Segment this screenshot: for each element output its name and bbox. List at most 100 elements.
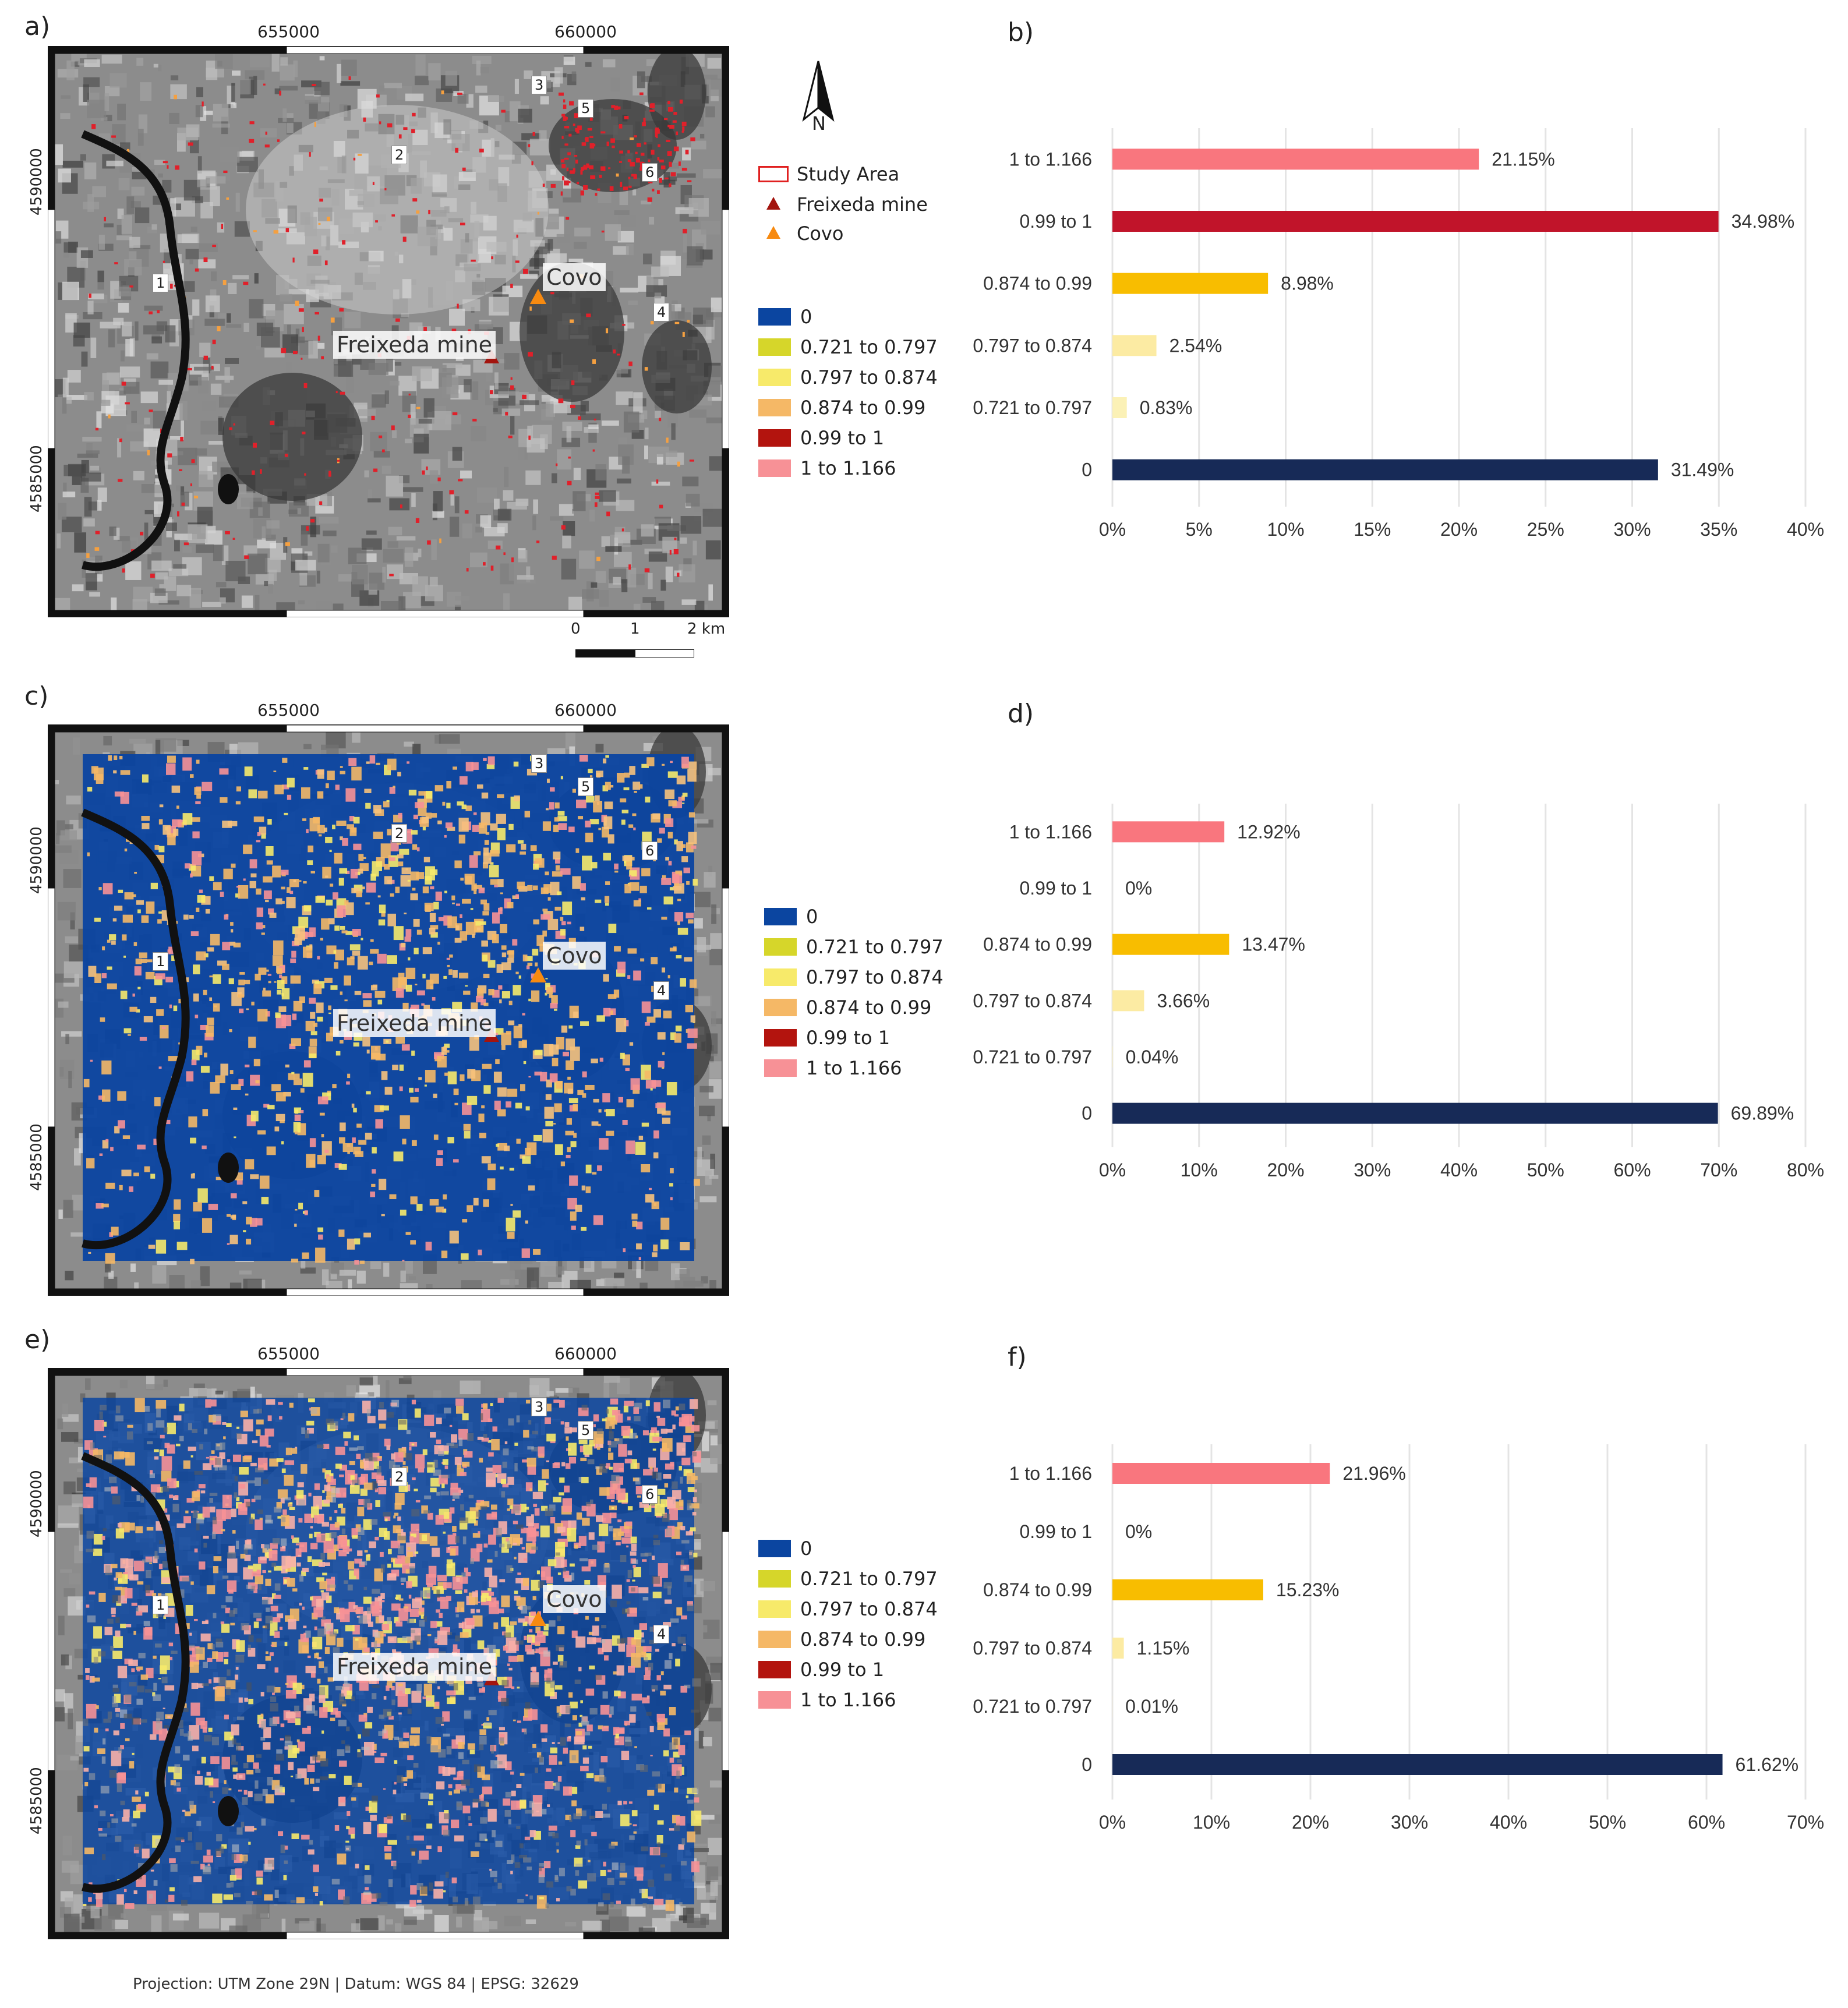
legend-label: 0.99 to 1 [800, 427, 885, 449]
x-tick-label: 40% [1490, 1812, 1527, 1833]
legend-swatch [758, 338, 791, 356]
y-coordinate-label: 4585000 [28, 1767, 45, 1834]
map-panel-a: 655000 660000 4590000 4585000 1 2 3 4 5 6 Covo Frei… [28, 17, 729, 617]
category-label: 0.874 to 0.99 [983, 934, 1092, 955]
legend-label: 1 to 1.166 [806, 1057, 902, 1079]
site-number-label: 1 [153, 274, 169, 292]
legend-item: 0 [764, 906, 818, 928]
panel-label-b: b) [1008, 17, 1034, 47]
legend-swatch [764, 999, 797, 1016]
bar [1112, 1638, 1124, 1659]
map-panel-e: 655000 660000 4590000 4585000 1 2 3 4 5 6 Covo Frei… [28, 1339, 729, 1939]
panel-label-f: f) [1008, 1342, 1027, 1372]
freixeda-mine-label: Freixeda mine [333, 1009, 496, 1037]
class-legend-c: 0 0.721 to 0.797 0.797 to 0.874 0.874 to 0.… [764, 906, 997, 1086]
site-number-label: 5 [578, 777, 594, 796]
category-label: 1 to 1.166 [1009, 149, 1092, 169]
site-number-label: 3 [531, 754, 547, 773]
site-number-label: 2 [391, 1468, 408, 1486]
x-tick-label: 35% [1700, 519, 1737, 540]
x-coordinate-label: 660000 [554, 701, 617, 720]
x-tick-label: 20% [1440, 519, 1478, 540]
bar-chart-b: 0% 5% 10% 15% 20% 25% 30% 35% 40% 1 to 1.166 21.15… [944, 116, 1846, 559]
freixeda-mine-label: Freixeda mine [333, 331, 496, 359]
bar-chart-f: 0% 10% 20% 30% 40% 50% 60% 70% 1 to 1.166 21.96% 0… [944, 1433, 1846, 1852]
covo-label: Covo [543, 263, 606, 291]
category-label: 0.99 to 1 [1019, 1521, 1092, 1542]
site-number-label: 2 [391, 824, 408, 843]
legend-item: 0.99 to 1 [764, 1027, 890, 1049]
bar [1112, 990, 1144, 1012]
north-arrow: N [792, 55, 845, 143]
x-tick-label: 25% [1527, 519, 1564, 540]
x-tick-label: 20% [1292, 1812, 1329, 1833]
category-label: 0.797 to 0.874 [973, 335, 1092, 356]
x-tick-label: 40% [1440, 1159, 1478, 1180]
x-tick-label: 0% [1099, 1159, 1126, 1180]
y-coordinate-label: 4585000 [28, 1123, 45, 1191]
value-label: 0.83% [1140, 397, 1193, 418]
y-coordinate-label: 4585000 [28, 445, 45, 512]
x-tick-label: 50% [1589, 1812, 1626, 1833]
legend-label: 0.874 to 0.99 [800, 1628, 926, 1650]
site-number-label: 6 [642, 842, 658, 860]
legend-item: 0.797 to 0.874 [764, 966, 944, 988]
triangle-icon [758, 193, 789, 215]
category-label: 0 [1082, 1754, 1092, 1775]
site-number-label: 1 [153, 1596, 169, 1614]
value-label: 8.98% [1281, 273, 1334, 294]
legend-swatch [758, 1570, 791, 1588]
value-label: 0% [1125, 878, 1152, 899]
legend-label: Study Area [797, 163, 900, 185]
value-label: 69.89% [1731, 1103, 1794, 1124]
legend-item: 0.721 to 0.797 [758, 336, 938, 358]
bar [1112, 211, 1719, 232]
x-tick-label: 60% [1688, 1812, 1725, 1833]
legend-item: 1 to 1.166 [758, 1689, 896, 1711]
x-coordinate-label: 655000 [257, 701, 320, 720]
site-number-label: 2 [391, 146, 408, 164]
panel-label-e: e) [24, 1325, 51, 1355]
site-number-label: 4 [653, 1625, 670, 1643]
site-number-label: 5 [578, 99, 594, 118]
category-label: 1 to 1.166 [1009, 821, 1092, 842]
legend-swatch [758, 1661, 791, 1678]
category-label: 0 [1082, 459, 1092, 480]
x-tick-label: 70% [1700, 1159, 1737, 1180]
value-label: 12.92% [1237, 821, 1301, 842]
bar [1112, 1047, 1113, 1067]
value-label: 1.15% [1137, 1638, 1190, 1659]
value-label: 21.15% [1492, 149, 1555, 169]
y-coordinate-label: 4590000 [28, 148, 45, 215]
legend-item: 0.797 to 0.874 [758, 366, 938, 388]
legend-swatch [764, 908, 797, 925]
value-label: 0.01% [1125, 1696, 1178, 1717]
category-label: 1 to 1.166 [1009, 1463, 1092, 1484]
legend-label: 0.721 to 0.797 [806, 936, 944, 958]
bar [1112, 934, 1229, 955]
legend-study-area: Study Area [758, 163, 899, 185]
legend-label: 0.99 to 1 [800, 1659, 885, 1681]
bar [1112, 273, 1268, 294]
x-tick-label: 30% [1354, 1159, 1391, 1180]
bar [1112, 1579, 1263, 1600]
bar [1112, 149, 1479, 170]
legend-item: 0.99 to 1 [758, 427, 884, 449]
legend-label: 0 [800, 1537, 812, 1560]
value-label: 0% [1125, 1521, 1152, 1542]
site-number-label: 5 [578, 1421, 594, 1440]
category-label: 0.721 to 0.797 [973, 1696, 1092, 1717]
legend-swatch [758, 1600, 791, 1618]
overview-legend: Study Area Freixeda mine Covo [758, 163, 991, 250]
value-label: 34.98% [1732, 211, 1795, 232]
legend-swatch [758, 399, 791, 416]
bar [1112, 459, 1658, 480]
projection-footer: Projection: UTM Zone 29N | Datum: WGS 84… [133, 1975, 579, 1993]
value-label: 21.96% [1342, 1463, 1406, 1484]
value-label: 13.47% [1242, 934, 1305, 955]
panel-label-c: c) [24, 681, 49, 711]
class-legend-e: 0 0.721 to 0.797 0.797 to 0.874 0.874 to 0.… [758, 1537, 991, 1718]
x-tick-label: 10% [1181, 1159, 1218, 1180]
x-coordinate-label: 660000 [554, 1344, 617, 1363]
y-coordinate-label: 4590000 [28, 826, 45, 894]
